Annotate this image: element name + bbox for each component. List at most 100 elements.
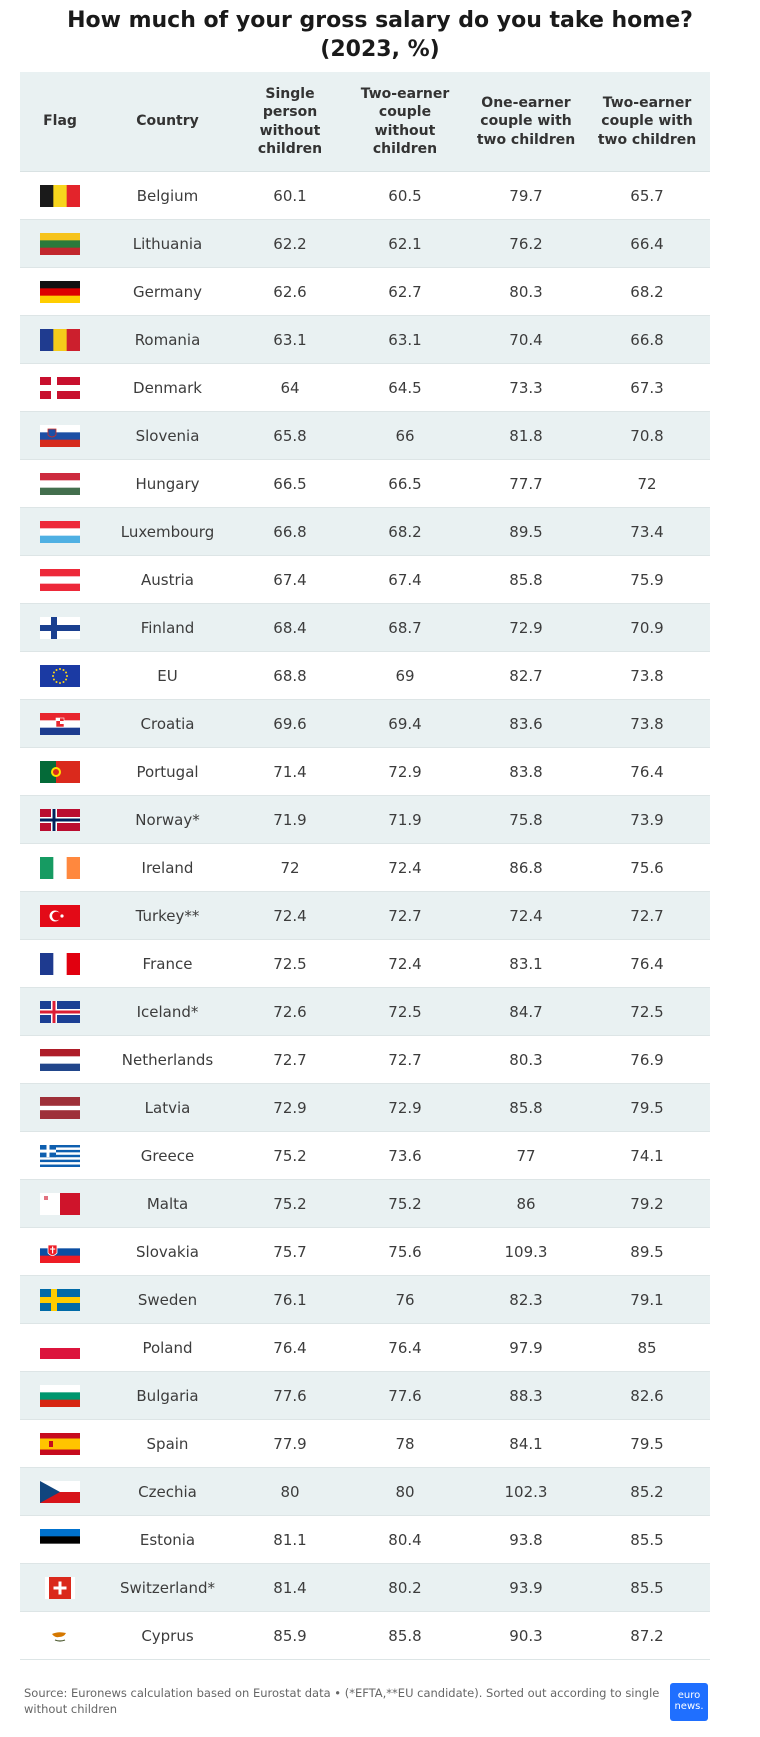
- two-earner-no-children-cell: 72.7: [388, 906, 422, 925]
- malta-flag-icon: [40, 1192, 80, 1215]
- single-no-children-cell: 62.2: [273, 234, 307, 253]
- country-cell: EU: [157, 666, 178, 685]
- two-earner-no-children-cell: 75.6: [388, 1242, 422, 1261]
- country-cell: Belgium: [136, 186, 199, 205]
- flag-cell: [20, 1384, 100, 1407]
- single-no-children-cell: 69.6: [273, 714, 307, 733]
- one-earner-two-children-cell: 77.7: [509, 474, 543, 493]
- one-earner-two-children-cell: 79.7: [509, 186, 543, 205]
- flag-cell: [20, 472, 100, 495]
- salary-table: Flag Country Single person without child…: [20, 72, 710, 1660]
- turkey-flag-icon: [40, 904, 80, 927]
- logo-line2: news.: [674, 1701, 704, 1712]
- two-earner-no-children-cell: 72.9: [388, 762, 422, 781]
- table-row: Cyprus 85.9 85.8 90.3 87.2: [20, 1612, 710, 1660]
- one-earner-two-children-cell: 81.8: [509, 426, 543, 445]
- two-earner-two-children-cell: 76.4: [630, 762, 664, 781]
- flag-cell: [20, 1048, 100, 1071]
- country-cell: Latvia: [144, 1098, 191, 1117]
- two-earner-two-children-cell: 76.4: [630, 954, 664, 973]
- country-cell: France: [142, 954, 193, 973]
- two-earner-two-children-cell: 70.8: [630, 426, 664, 445]
- two-earner-no-children-cell: 66.5: [388, 474, 422, 493]
- bulgaria-flag-icon: [40, 1384, 80, 1407]
- country-cell: Switzerland*: [120, 1578, 215, 1597]
- single-no-children-cell: 85.9: [273, 1626, 307, 1645]
- one-earner-two-children-cell: 84.7: [509, 1002, 543, 1021]
- single-no-children-cell: 81.1: [273, 1530, 307, 1549]
- single-no-children-cell: 77.6: [273, 1386, 307, 1405]
- single-no-children-cell: 75.7: [273, 1242, 307, 1261]
- table-row: Switzerland* 81.4 80.2 93.9 85.5: [20, 1564, 710, 1612]
- table-row: Finland 68.4 68.7 72.9 70.9: [20, 604, 710, 652]
- croatia-flag-icon: [40, 712, 80, 735]
- two-earner-two-children-cell: 73.9: [630, 810, 664, 829]
- one-earner-two-children-cell: 85.8: [509, 1098, 543, 1117]
- flag-cell: [20, 808, 100, 831]
- flag-cell: [20, 184, 100, 207]
- country-cell: Finland: [140, 618, 195, 637]
- table-row: France 72.5 72.4 83.1 76.4: [20, 940, 710, 988]
- spain-flag-icon: [40, 1432, 80, 1455]
- single-no-children-cell: 76.1: [273, 1290, 307, 1309]
- flag-cell: [20, 1480, 100, 1503]
- two-earner-no-children-cell: 76: [395, 1290, 415, 1309]
- flag-cell: [20, 1432, 100, 1455]
- single-no-children-cell: 72.4: [273, 906, 307, 925]
- two-earner-two-children-cell: 79.1: [630, 1290, 664, 1309]
- flag-cell: [20, 904, 100, 927]
- country-cell: Portugal: [136, 762, 199, 781]
- eu-flag-icon: [40, 664, 80, 687]
- one-earner-two-children-cell: 97.9: [509, 1338, 543, 1357]
- two-earner-two-children-cell: 72.5: [630, 1002, 664, 1021]
- netherlands-flag-icon: [40, 1048, 80, 1071]
- table-row: Turkey** 72.4 72.7 72.4 72.7: [20, 892, 710, 940]
- flag-cell: [20, 1000, 100, 1023]
- header-single-no-children: Single person without children: [257, 85, 323, 158]
- one-earner-two-children-cell: 93.9: [509, 1578, 543, 1597]
- country-cell: Ireland: [141, 858, 194, 877]
- country-cell: Bulgaria: [136, 1386, 199, 1405]
- one-earner-two-children-cell: 76.2: [509, 234, 543, 253]
- two-earner-no-children-cell: 69: [395, 666, 415, 685]
- country-cell: Czechia: [138, 1482, 197, 1501]
- two-earner-no-children-cell: 67.4: [388, 570, 422, 589]
- flag-cell: [20, 328, 100, 351]
- single-no-children-cell: 72.5: [273, 954, 307, 973]
- table-header: Flag Country Single person without child…: [20, 72, 710, 172]
- logo-line1: euro: [677, 1690, 701, 1701]
- two-earner-no-children-cell: 72.4: [388, 858, 422, 877]
- two-earner-two-children-cell: 85.5: [630, 1578, 664, 1597]
- two-earner-no-children-cell: 64.5: [388, 378, 422, 397]
- one-earner-two-children-cell: 83.8: [509, 762, 543, 781]
- euronews-logo: euro news.: [670, 1683, 708, 1721]
- two-earner-two-children-cell: 66.8: [630, 330, 664, 349]
- single-no-children-cell: 63.1: [273, 330, 307, 349]
- one-earner-two-children-cell: 73.3: [509, 378, 543, 397]
- one-earner-two-children-cell: 86: [516, 1194, 536, 1213]
- country-cell: Turkey**: [135, 906, 200, 925]
- two-earner-no-children-cell: 72.7: [388, 1050, 422, 1069]
- single-no-children-cell: 72: [280, 858, 300, 877]
- two-earner-two-children-cell: 70.9: [630, 618, 664, 637]
- country-cell: Poland: [142, 1338, 193, 1357]
- two-earner-no-children-cell: 72.4: [388, 954, 422, 973]
- one-earner-two-children-cell: 89.5: [509, 522, 543, 541]
- flag-cell: [20, 1576, 100, 1599]
- flag-cell: [20, 1240, 100, 1263]
- one-earner-two-children-cell: 72.4: [509, 906, 543, 925]
- austria-flag-icon: [40, 568, 80, 591]
- flag-cell: [20, 424, 100, 447]
- two-earner-two-children-cell: 76.9: [630, 1050, 664, 1069]
- country-cell: Greece: [140, 1146, 195, 1165]
- two-earner-two-children-cell: 72.7: [630, 906, 664, 925]
- country-cell: Slovenia: [135, 426, 200, 445]
- luxembourg-flag-icon: [40, 520, 80, 543]
- one-earner-two-children-cell: 84.1: [509, 1434, 543, 1453]
- two-earner-two-children-cell: 65.7: [630, 186, 664, 205]
- one-earner-two-children-cell: 80.3: [509, 282, 543, 301]
- table-row: Estonia 81.1 80.4 93.8 85.5: [20, 1516, 710, 1564]
- flag-cell: [20, 1096, 100, 1119]
- single-no-children-cell: 68.4: [273, 618, 307, 637]
- table-row: Portugal 71.4 72.9 83.8 76.4: [20, 748, 710, 796]
